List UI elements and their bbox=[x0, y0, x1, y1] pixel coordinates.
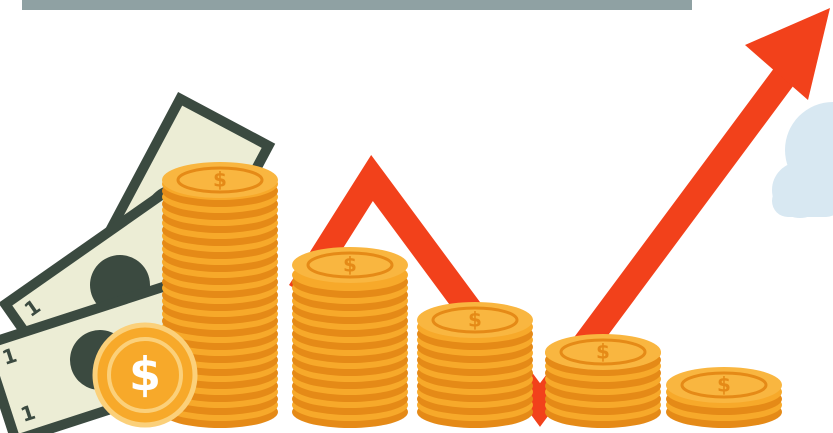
coin-stack: $ bbox=[666, 367, 782, 428]
coin-stack: $ bbox=[417, 302, 533, 428]
trend-arrow bbox=[289, 47, 811, 427]
coin-inner bbox=[431, 306, 519, 334]
arrow-head bbox=[745, 8, 830, 100]
coin-inner bbox=[306, 251, 394, 279]
coin-stack: $ bbox=[545, 334, 661, 428]
coin-symbol: $ bbox=[596, 340, 610, 364]
coin-stacks: $ $ $ $ $ $ bbox=[92, 162, 782, 428]
coin-symbol: $ bbox=[343, 253, 357, 277]
coin-symbol: $ bbox=[717, 373, 731, 397]
coin-inner bbox=[559, 338, 647, 366]
big-coin-symbol: $ bbox=[129, 348, 161, 402]
cloud bbox=[772, 102, 833, 218]
coin-inner bbox=[680, 371, 768, 399]
coin-stack: $ bbox=[292, 247, 408, 428]
coin-inner bbox=[176, 166, 264, 194]
coin-symbol: $ bbox=[213, 168, 227, 192]
coin-symbol: $ bbox=[468, 308, 482, 332]
photo-strip bbox=[22, 0, 692, 10]
big-coin-ring bbox=[107, 337, 183, 413]
